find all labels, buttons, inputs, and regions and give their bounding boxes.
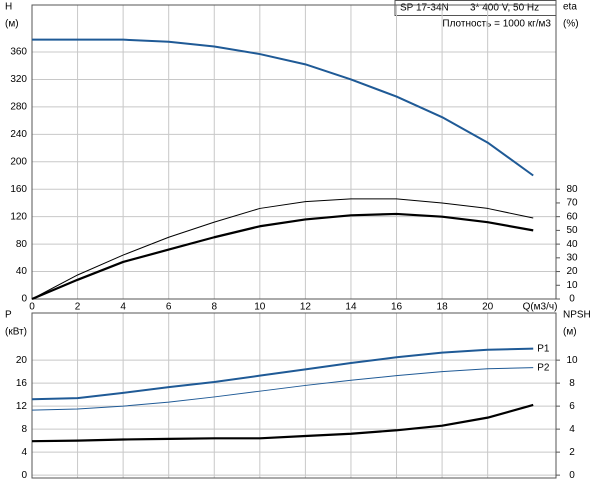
y-tick-label: 360 bbox=[10, 47, 27, 58]
y-tick-label: 240 bbox=[10, 129, 27, 140]
y2-tick-label: 10 bbox=[566, 355, 578, 366]
y2-tick-label: 70 bbox=[566, 198, 578, 209]
y-tick-label: 320 bbox=[10, 74, 27, 85]
y-tick-label: 80 bbox=[16, 239, 28, 250]
y-tick-label: 4 bbox=[21, 447, 27, 458]
y2-tick-label: 2 bbox=[569, 447, 575, 458]
x-tick-label: 0 bbox=[29, 302, 35, 313]
series-line bbox=[31, 347, 534, 401]
series-line bbox=[31, 198, 534, 300]
x-tick-label: 20 bbox=[482, 302, 494, 313]
y2-tick-label: 80 bbox=[566, 184, 578, 195]
density-note: Плотность = 1000 кг/м3 bbox=[442, 19, 551, 30]
y2-axis-label: NPSH bbox=[563, 310, 591, 321]
y2-tick-label: 0 bbox=[569, 470, 575, 480]
y-axis-label: H bbox=[5, 2, 12, 13]
y2-tick-label: 40 bbox=[566, 239, 578, 250]
y-tick-label: 8 bbox=[21, 424, 27, 435]
series-line bbox=[31, 403, 534, 443]
x-tick-label: 18 bbox=[437, 302, 449, 313]
y-axis-label: (м) bbox=[5, 19, 19, 30]
y-tick-label: 0 bbox=[21, 470, 27, 480]
pump-model: SP 17-34N bbox=[400, 3, 449, 14]
y2-tick-label: 4 bbox=[569, 424, 575, 435]
x-axis-label: Q(м3/ч) bbox=[523, 302, 558, 313]
series-line bbox=[31, 367, 534, 411]
x-tick-label: 12 bbox=[300, 302, 312, 313]
y-tick-label: 20 bbox=[16, 355, 28, 366]
y-tick-label: 0 bbox=[21, 294, 27, 305]
x-tick-label: 8 bbox=[211, 302, 217, 313]
series-label: P2 bbox=[537, 362, 550, 373]
y-axis-label: P bbox=[5, 310, 12, 321]
y-tick-label: 120 bbox=[10, 211, 27, 222]
y2-tick-label: 20 bbox=[566, 266, 578, 277]
x-tick-label: 14 bbox=[345, 302, 357, 313]
pump-power: 3* 400 V, 50 Hz bbox=[470, 3, 539, 14]
y2-tick-label: 30 bbox=[566, 252, 578, 263]
y-tick-label: 160 bbox=[10, 184, 27, 195]
y-tick-label: 280 bbox=[10, 102, 27, 113]
y-tick-label: 40 bbox=[16, 266, 28, 277]
x-tick-label: 2 bbox=[75, 302, 81, 313]
series-label: P1 bbox=[537, 343, 550, 354]
y2-tick-label: 6 bbox=[569, 401, 575, 412]
x-tick-label: 4 bbox=[120, 302, 126, 313]
y2-tick-label: 10 bbox=[566, 280, 578, 291]
y2-axis-label: eta bbox=[563, 2, 577, 13]
plot-frame bbox=[31, 312, 557, 479]
y-axis-label: (кВт) bbox=[5, 327, 27, 338]
y-tick-label: 12 bbox=[16, 401, 28, 412]
y2-tick-label: 8 bbox=[569, 378, 575, 389]
y2-tick-label: 60 bbox=[566, 211, 578, 222]
y-tick-label: 200 bbox=[10, 156, 27, 167]
x-tick-label: 16 bbox=[391, 302, 403, 313]
y2-tick-label: 50 bbox=[566, 225, 578, 236]
series-line bbox=[31, 212, 534, 301]
y2-axis-label: (%) bbox=[563, 19, 579, 30]
series-line bbox=[32, 38, 534, 177]
y-tick-label: 16 bbox=[16, 378, 28, 389]
x-tick-label: 6 bbox=[166, 302, 172, 313]
y2-tick-label: 0 bbox=[569, 294, 575, 305]
plot-frame bbox=[31, 4, 557, 300]
x-tick-label: 10 bbox=[254, 302, 266, 313]
y2-axis-label: (м) bbox=[563, 327, 577, 338]
